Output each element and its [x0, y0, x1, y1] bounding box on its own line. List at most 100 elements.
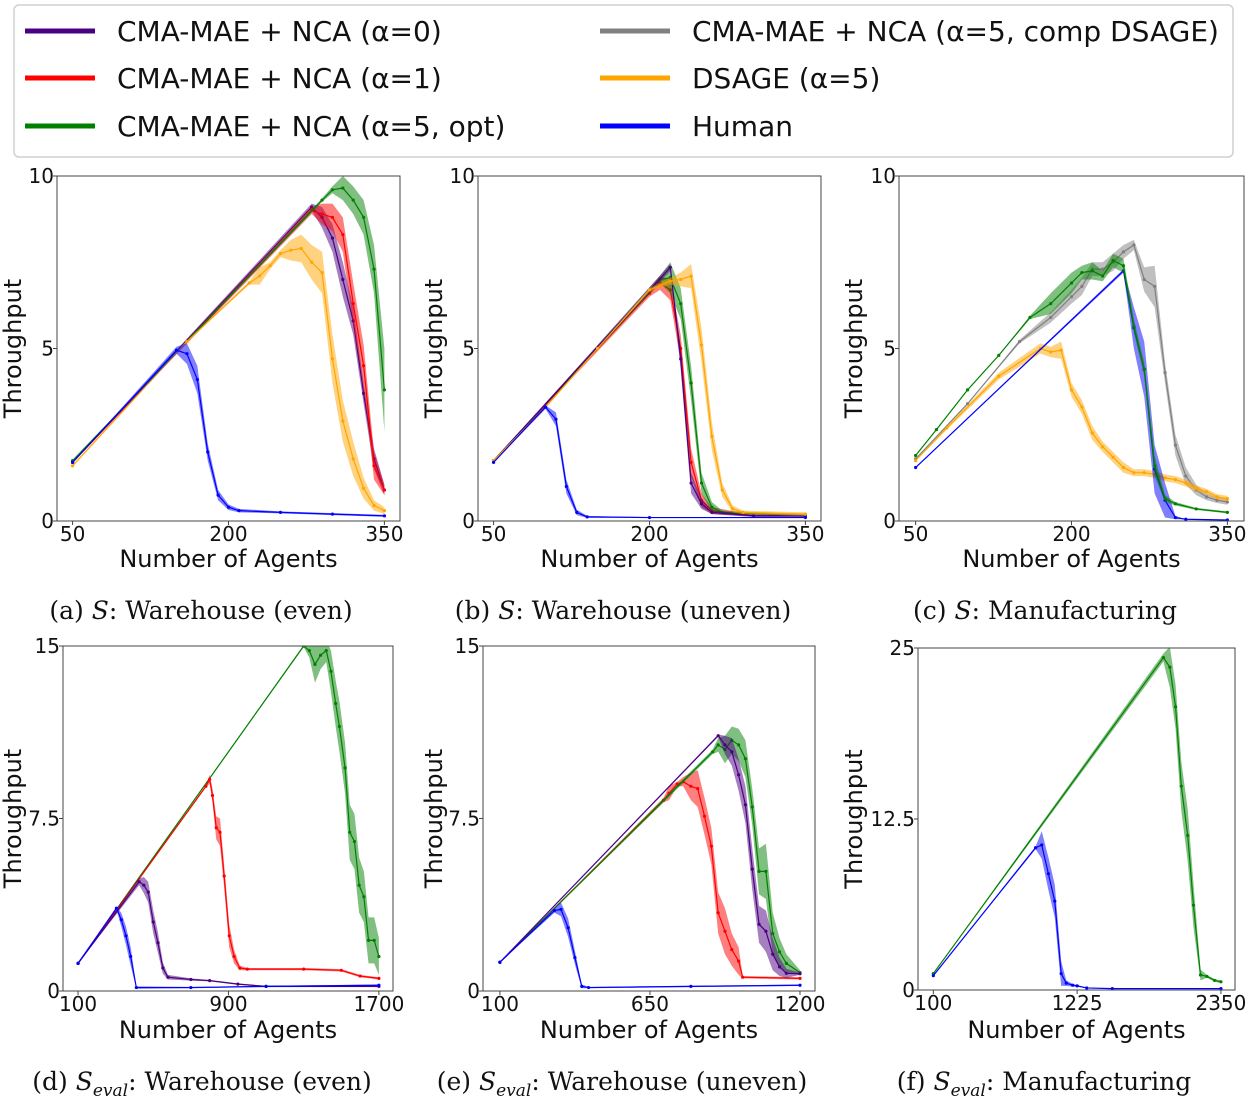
data-point [1204, 495, 1209, 499]
data-point [543, 405, 548, 409]
caption-label: (f) [897, 1067, 934, 1096]
legend-label: DSAGE (α=5) [692, 62, 880, 95]
data-point [559, 907, 563, 911]
x-tick-label: 50 [60, 522, 85, 546]
data-point [668, 279, 672, 283]
data-point [362, 486, 366, 490]
data-point [247, 281, 251, 285]
data-point [647, 288, 652, 292]
subplot-d: 0 7.5 15 100 900 1700 Throughput Number of Agen… [0, 634, 404, 1098]
data-point [330, 512, 335, 516]
data-point [330, 188, 335, 192]
data-point [1186, 833, 1190, 838]
data-point [784, 971, 788, 975]
data-point [798, 972, 802, 976]
data-point [156, 941, 160, 945]
data-point [777, 965, 782, 969]
plot-area [914, 239, 1229, 521]
x-axis-label: Number of Agents [540, 545, 758, 573]
data-point [491, 460, 496, 464]
data-point [289, 248, 293, 252]
y-tick-label: 10 [871, 164, 896, 188]
data-point [1121, 250, 1126, 254]
caption-set-subscript: eval [951, 1081, 986, 1098]
data-point [595, 346, 600, 351]
data-point [699, 502, 704, 506]
data-point [647, 515, 652, 520]
data-point [358, 974, 362, 978]
data-point [1132, 471, 1136, 475]
data-point [119, 918, 123, 922]
caption-title: : Warehouse (even) [109, 596, 353, 625]
data-point [302, 967, 306, 971]
caption-label: (e) [437, 1067, 479, 1096]
data-point [1053, 899, 1057, 903]
data-point [564, 484, 568, 489]
series-line [932, 656, 1222, 983]
y-tick-label: 0 [902, 978, 915, 1002]
plot-area [931, 648, 1223, 990]
data-point [352, 839, 357, 844]
data-point [299, 246, 303, 251]
subplot-f: 0 12.5 25 100 1225 2350 Throughput Number of Ag… [840, 636, 1246, 1098]
data-point [1132, 324, 1136, 328]
subplot-caption: (a) S: Warehouse (even) [49, 596, 352, 625]
legend-label: CMA-MAE + NCA (α=5, comp DSAGE) [692, 15, 1219, 48]
series-line [493, 275, 806, 515]
caption-set-subscript: eval [496, 1081, 531, 1098]
data-point [1173, 705, 1178, 709]
data-point [1163, 371, 1167, 375]
caption-title: : Manufacturing [986, 1067, 1191, 1096]
confidence-band [78, 774, 379, 980]
data-point [668, 265, 672, 270]
data-point [552, 908, 557, 913]
data-point [129, 954, 133, 959]
data-point [343, 766, 347, 770]
caption-set: S [92, 596, 109, 625]
data-point [1161, 655, 1166, 660]
y-tick-label: 5 [462, 337, 475, 361]
data-point [1101, 274, 1105, 278]
data-point [189, 977, 193, 982]
data-point [210, 793, 215, 798]
data-point [580, 984, 584, 989]
data-point [689, 481, 693, 485]
data-point [137, 880, 141, 884]
data-point [679, 277, 683, 282]
data-point [1046, 872, 1050, 876]
legend-entry: Human [600, 110, 793, 143]
y-axis-label: Throughput [840, 749, 868, 889]
data-point [710, 505, 714, 509]
data-point [382, 388, 387, 392]
data-point [771, 952, 775, 956]
series-line [932, 844, 1221, 990]
legend: CMA-MAE + NCA (α=0) CMA-MAE + NCA (α=1) CM… [13, 4, 1234, 158]
data-point [1069, 295, 1074, 299]
data-point [1040, 843, 1044, 847]
data-point [377, 976, 381, 980]
confidence-band [493, 405, 806, 518]
data-point [1198, 973, 1203, 977]
confidence-band [499, 770, 800, 980]
confidence-band [915, 341, 1228, 502]
confidence-band [72, 234, 385, 515]
data-point [945, 426, 949, 430]
confidence-band [499, 734, 800, 978]
series [491, 405, 808, 520]
y-axis-label: Throughput [840, 279, 868, 419]
confidence-band [72, 203, 385, 496]
data-point [1173, 502, 1178, 506]
caption-title: : Manufacturing [972, 596, 1177, 625]
data-point [226, 505, 231, 509]
data-point [134, 985, 138, 990]
x-tick-label: 50 [903, 522, 928, 546]
series [76, 774, 381, 980]
data-point [931, 974, 935, 978]
data-point [1064, 981, 1068, 985]
data-point [1111, 455, 1115, 459]
data-point [1173, 478, 1178, 482]
legend-label: CMA-MAE + NCA (α=1) [117, 62, 442, 95]
series [498, 726, 802, 975]
data-point [723, 929, 727, 933]
data-point [784, 961, 788, 966]
